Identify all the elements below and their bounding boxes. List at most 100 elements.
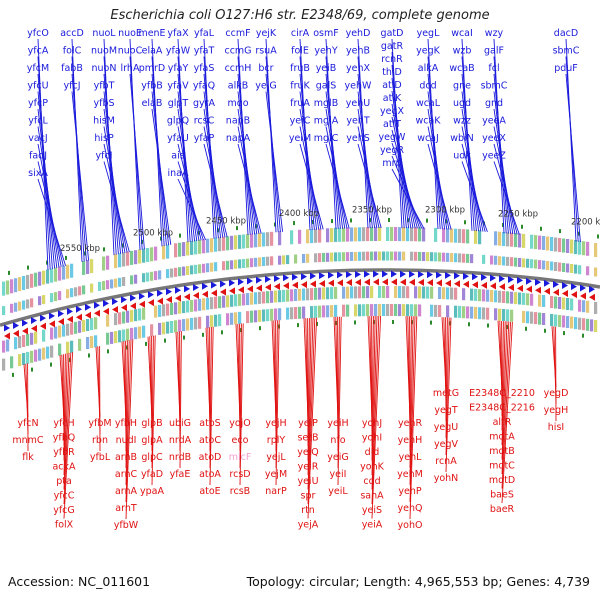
forward-leader-line (103, 143, 128, 253)
gene-label-forward: yegW (379, 132, 406, 143)
reverse-leader-line (501, 321, 508, 460)
gene-label-reverse: yfcH (53, 418, 74, 429)
gene-label-reverse: spr (301, 491, 316, 502)
gene-label-reverse: nrdA (169, 435, 192, 446)
scale-tick (525, 326, 527, 331)
forward-leader-line (391, 142, 421, 229)
gene-label-forward: hisM (93, 116, 115, 127)
gene-label-forward: dacD (554, 28, 578, 39)
gene-label-forward: hisP (94, 133, 114, 144)
gene-label-forward: yeiM (289, 133, 311, 144)
gene-label-forward: yehS (346, 133, 370, 144)
kbp-scale: 2550 kbp 2500 kbp 2450 kbp 2400 kbp 2350 kbp… (60, 205, 600, 254)
gene-label-forward: thiD (382, 67, 402, 78)
reverse-leader-line (337, 316, 342, 486)
forward-leader-line (37, 143, 62, 267)
gene-label-reverse: yehM (397, 469, 423, 480)
gene-label-forward: yfbT (94, 81, 115, 92)
scale-tick (179, 233, 181, 238)
gene-label-reverse: glpA (141, 435, 163, 446)
forward-leader-line (237, 126, 260, 234)
gene-label-reverse: yeiI (330, 469, 347, 480)
gene-label-reverse: yohO (398, 520, 423, 531)
forward-leader-line (237, 143, 262, 234)
forward-leader-line (325, 108, 346, 229)
gene-label-forward: nuoM (91, 46, 117, 57)
gene-label-forward: gnd (485, 98, 503, 109)
reverse-leader-line (209, 326, 214, 486)
scale-tick (297, 323, 299, 328)
gene-label-reverse: ypaA (140, 486, 164, 497)
forward-leader-line (129, 73, 145, 250)
gene-label-forward: wzy (485, 28, 504, 39)
scale-tick (373, 320, 375, 325)
gene-label-reverse: yfcG (53, 505, 75, 516)
gene-label-reverse: cdd (363, 476, 380, 487)
gene-label-reverse: yejL (266, 452, 286, 463)
reverse-leader-line (409, 316, 414, 486)
forward-leader-line (299, 143, 324, 230)
gene-label-reverse: rcsB (230, 486, 250, 497)
scale-tick (597, 234, 599, 239)
forward-leader-line (493, 143, 518, 235)
forward-leader-line (493, 161, 520, 235)
gene-label-forward: atlT (383, 119, 401, 130)
reverse-leader-line (179, 331, 182, 469)
scale-tick (259, 326, 261, 331)
gene-label-forward: rsuA (255, 46, 277, 57)
gene-label-reverse: yfbL (90, 452, 111, 463)
scale-tick (464, 220, 466, 225)
gene-label-reverse: narP (265, 486, 287, 497)
scale-tick (350, 218, 352, 223)
forward-leader-line (493, 108, 514, 235)
gene-label-reverse: nudI (116, 435, 137, 446)
gene-label-reverse: atoD (199, 452, 222, 463)
gene-label-forward: gatD (381, 28, 404, 39)
scale-tick (354, 320, 356, 325)
scale-tick (468, 322, 470, 327)
feature-track-lower (2, 286, 598, 353)
gene-label-reverse: dld (365, 447, 380, 458)
gene-label-forward: yehU (346, 98, 370, 109)
gene-label-reverse: atoA (199, 469, 221, 480)
gene-label-forward: yfaT (194, 46, 215, 57)
reverse-leader-line (371, 315, 382, 519)
gene-label-forward: yeeA (482, 116, 506, 127)
reverse-leader-line (445, 317, 452, 473)
scale-tick (183, 335, 185, 340)
kbp-label: 2400 kbp (279, 209, 319, 219)
scale-tick (160, 236, 162, 241)
scale-tick (293, 221, 295, 226)
gene-label-reverse: glpC (141, 452, 163, 463)
gene-label-reverse: rplY (267, 435, 286, 446)
forward-leader-line (71, 38, 83, 262)
gene-label-forward: sbmC (481, 81, 508, 92)
reverse-leader-line (501, 321, 506, 446)
forward-leader-line (357, 126, 380, 229)
gene-label-forward: yehW (345, 81, 372, 92)
gene-label-reverse: yegT (434, 405, 457, 416)
gene-label-forward: alkA (418, 63, 439, 74)
gene-label-forward: wcaB (449, 63, 474, 74)
scale-tick (449, 321, 451, 326)
gene-label-forward: ccmH (225, 63, 252, 74)
gene-label-forward: inaA (168, 168, 189, 179)
forward-leader-line (565, 38, 577, 242)
gene-label-forward: mglB (314, 98, 338, 109)
forward-leader-line (203, 143, 228, 238)
gene-label-reverse: mdtA (489, 432, 515, 443)
forward-leader-line (461, 143, 486, 232)
gene-label-reverse: nfo (330, 435, 345, 446)
reverse-leader-line (371, 315, 374, 461)
reverse-leader-line (445, 317, 448, 439)
scale-tick (426, 218, 428, 223)
gene-label-reverse: atoC (199, 435, 221, 446)
gene-label-forward: yehB (346, 46, 370, 57)
scale-tick (331, 219, 333, 224)
scale-tick (145, 341, 147, 346)
gene-label-reverse: rbn (92, 435, 108, 446)
gene-label-reverse: yohI (362, 433, 382, 444)
gene-label-reverse: flk (22, 452, 34, 463)
forward-leader-line (391, 168, 425, 229)
gene-label-reverse: yeiS (362, 505, 382, 516)
